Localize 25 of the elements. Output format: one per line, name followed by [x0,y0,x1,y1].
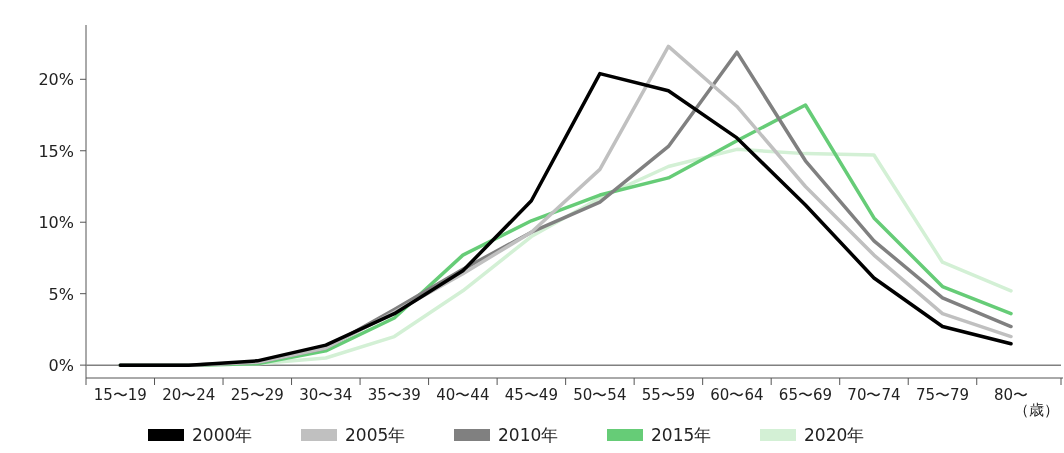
x-tick-label: 30〜34 [299,386,353,404]
y-tick-label: 15% [38,141,74,161]
x-tick-label: 75〜79 [915,386,970,404]
x-axis-title: （歳） [1014,401,1059,419]
legend-label: 2010年 [498,425,559,445]
x-tick-label: 50〜54 [573,386,627,404]
x-tick-label: 65〜69 [778,386,833,404]
legend-label: 2000年 [192,425,253,445]
x-tick-label: 20〜24 [162,386,216,404]
y-tick-label: 0% [48,356,74,376]
legend-label: 2020年 [804,425,865,445]
legend-label: 2015年 [651,425,712,445]
x-tick-label: 70〜74 [847,386,901,404]
x-tick-label: 45〜49 [504,386,558,404]
y-tick-label: 10% [38,213,74,233]
x-tick-label: 60〜64 [710,386,764,404]
x-tick-label: 40〜44 [436,386,490,404]
x-tick-label: 25〜29 [230,386,284,404]
x-tick-label: 15〜19 [93,386,147,404]
x-tick-label: 35〜39 [367,386,421,404]
x-tick-label: 80〜 [993,386,1029,404]
x-tick-label: 55〜59 [641,386,695,404]
y-tick-label: 20% [38,70,74,90]
legend-label: 2005年 [345,425,406,445]
y-tick-label: 5% [48,284,74,304]
